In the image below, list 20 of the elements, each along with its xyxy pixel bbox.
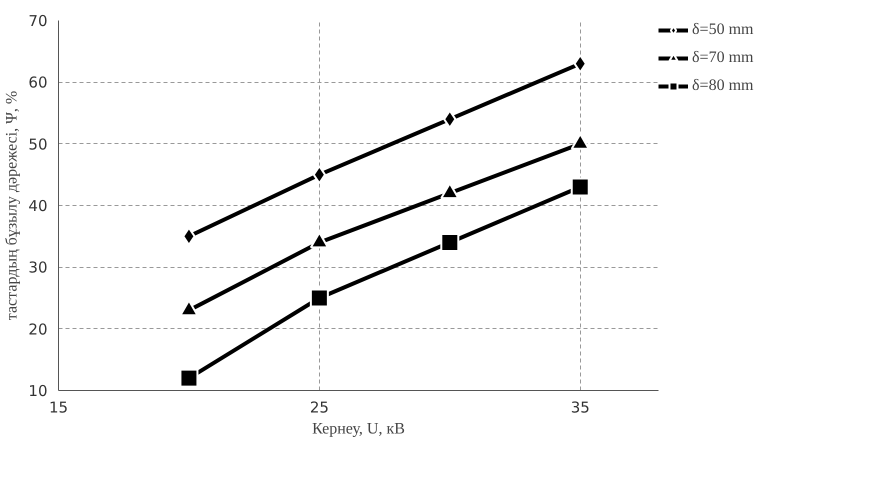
y-tick-label: 60 [28, 74, 48, 92]
x-axis-title: Кернеу, U, кВ [312, 420, 405, 438]
x-tick-label: 15 [48, 398, 68, 416]
point [312, 165, 326, 184]
y-tick-label: 30 [28, 258, 48, 277]
y-axis-title: тастардың бұзылу дәрежесі, Ψ, % [3, 90, 20, 320]
legend-label: δ=50 mm [692, 21, 754, 39]
x-tick-label: 35 [570, 398, 590, 416]
point [179, 368, 198, 388]
legend-label: δ=80 mm [692, 77, 754, 95]
point [310, 288, 329, 308]
legend-label: δ=70 mm [692, 49, 754, 67]
point [570, 178, 590, 196]
y-tick-label: 20 [28, 320, 48, 338]
y-tick-label: 40 [28, 197, 48, 215]
y-tick-label: 10 [28, 382, 48, 400]
y-tick-label: 70 [28, 12, 48, 30]
y-tick-label: 50 [28, 135, 48, 154]
point [440, 233, 460, 252]
x-tick-label: 25 [310, 398, 329, 416]
